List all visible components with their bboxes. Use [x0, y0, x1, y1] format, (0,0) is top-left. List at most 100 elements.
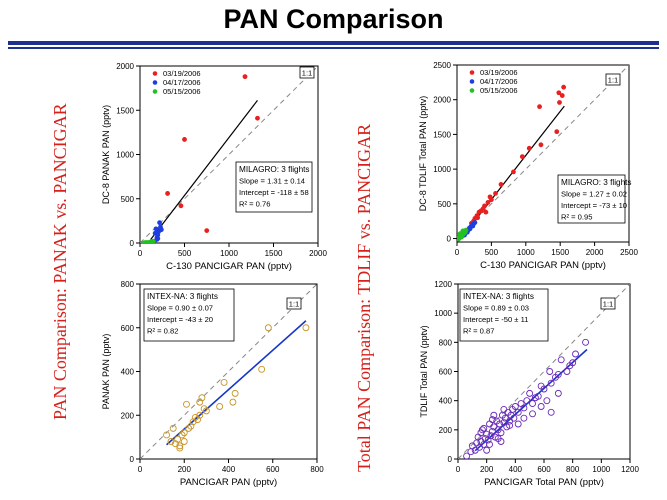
- x-axis-label: PANCIGAR PAN (pptv): [180, 477, 277, 488]
- legend-marker: [152, 71, 158, 76]
- data-point: [475, 215, 481, 221]
- data-point: [561, 84, 567, 90]
- data-point: [514, 420, 522, 428]
- data-point: [264, 324, 272, 332]
- data-point: [185, 424, 193, 432]
- data-point: [152, 230, 158, 236]
- data-point: [500, 419, 508, 426]
- data-point: [242, 74, 248, 80]
- x-tick-label: 1000: [220, 249, 238, 258]
- data-point: [196, 411, 204, 419]
- data-point: [566, 362, 574, 370]
- y-axis-label: DC-8 PANAK PAN (pptv): [101, 105, 111, 204]
- stats-line: Intercept = -43 ± 20: [147, 315, 213, 324]
- x-tick-label: 2500: [620, 248, 638, 257]
- legend-marker: [469, 88, 475, 93]
- data-point: [517, 400, 525, 408]
- data-point: [202, 407, 210, 415]
- data-point: [493, 191, 498, 196]
- stats-frame: [557, 174, 626, 224]
- data-points: [457, 84, 567, 242]
- one-to-one-line: [140, 284, 317, 459]
- data-point: [231, 389, 239, 397]
- data-point: [463, 452, 471, 459]
- data-point: [552, 373, 559, 381]
- x-tick-label: 400: [509, 465, 523, 474]
- y-tick-label: 2500: [433, 61, 451, 70]
- one-to-one-badge: 1:1: [286, 297, 302, 310]
- stats-line: R² = 0.95: [561, 213, 592, 222]
- x-tick-label: 0: [138, 465, 143, 474]
- data-point: [180, 429, 188, 437]
- stats-line: MILAGRO: 3 flights: [561, 178, 632, 187]
- one-to-one-label: 1:1: [302, 69, 312, 78]
- data-point: [154, 237, 160, 242]
- y-tick-label: 800: [439, 338, 453, 347]
- data-point: [165, 191, 170, 196]
- x-tick-label: 800: [566, 465, 580, 474]
- data-point: [506, 422, 514, 429]
- data-points: [463, 338, 590, 459]
- y-tick-label: 0: [130, 455, 135, 464]
- data-point: [150, 238, 156, 243]
- data-point: [493, 417, 501, 425]
- legend-marker: [469, 70, 475, 75]
- data-point: [255, 115, 260, 121]
- data-point: [467, 448, 475, 456]
- data-point: [559, 93, 565, 98]
- data-point: [554, 129, 560, 135]
- stats-box: INTEX-NA: 3 flights Slope = 0.89 ± 0.03 In…: [459, 288, 549, 342]
- data-points: [163, 324, 310, 452]
- x-tick-label: 600: [266, 465, 280, 474]
- stats-line: R² = 0.76: [239, 200, 270, 209]
- x-tick-label: 1500: [551, 248, 569, 257]
- data-point: [546, 368, 554, 375]
- y-tick-label: 200: [121, 411, 135, 420]
- y-tick-label: 1000: [433, 165, 451, 174]
- one-to-one-box: [299, 66, 315, 79]
- data-point: [191, 413, 199, 421]
- data-point: [176, 442, 184, 450]
- data-point: [178, 203, 184, 209]
- stats-box: INTEX-NA: 3 flights Slope = 0.90 ± 0.07 In…: [143, 288, 235, 342]
- one-to-one-label: 1:1: [603, 300, 613, 309]
- data-point: [520, 414, 528, 422]
- page-title: PAN Comparison: [223, 4, 444, 34]
- x-tick-label: 1500: [265, 249, 283, 258]
- data-point: [189, 418, 197, 426]
- title-rule-thin: [8, 47, 659, 49]
- stats-frame: [235, 161, 313, 213]
- stats-line: R² = 0.82: [147, 327, 178, 336]
- one-to-one-line: [140, 66, 318, 243]
- x-tick-label: 2000: [586, 248, 604, 257]
- x-tick-label: 800: [310, 465, 324, 474]
- data-point: [582, 338, 590, 346]
- data-point: [488, 416, 496, 424]
- one-to-one-badge: 1:1: [605, 73, 621, 86]
- x-tick-label: 1000: [592, 465, 610, 474]
- data-point: [163, 431, 171, 439]
- x-axis-label: C-130 PANCIGAR PAN (pptv): [166, 261, 292, 272]
- x-tick-label: 600: [537, 465, 551, 474]
- data-point: [543, 397, 551, 405]
- data-point: [476, 209, 482, 215]
- fit-line: [150, 100, 258, 240]
- one-to-one-label: 1:1: [289, 300, 299, 309]
- data-point: [183, 400, 190, 408]
- y-tick-label: 400: [121, 368, 135, 377]
- data-point: [490, 411, 498, 419]
- x-axis-label: PANCIGAR Total PAN (pptv): [484, 477, 604, 488]
- data-point: [489, 197, 494, 203]
- y-axis-label: TDLIF Total PAN (pptv): [419, 325, 429, 417]
- data-point: [494, 435, 502, 443]
- legend-marker: [152, 80, 158, 85]
- legend-label: 05/15/2006: [163, 87, 201, 96]
- stats-line: Slope = 1.31 ± 0.14: [239, 177, 305, 186]
- fit-line: [166, 320, 307, 446]
- chart-tr: 0 500 1000 1500 2000 2500 0 500 1000 1500 2000 2500…: [418, 61, 638, 271]
- data-point: [563, 368, 571, 375]
- legend-marker: [469, 79, 475, 84]
- y-tick-label: 500: [121, 195, 135, 204]
- data-point: [157, 220, 162, 226]
